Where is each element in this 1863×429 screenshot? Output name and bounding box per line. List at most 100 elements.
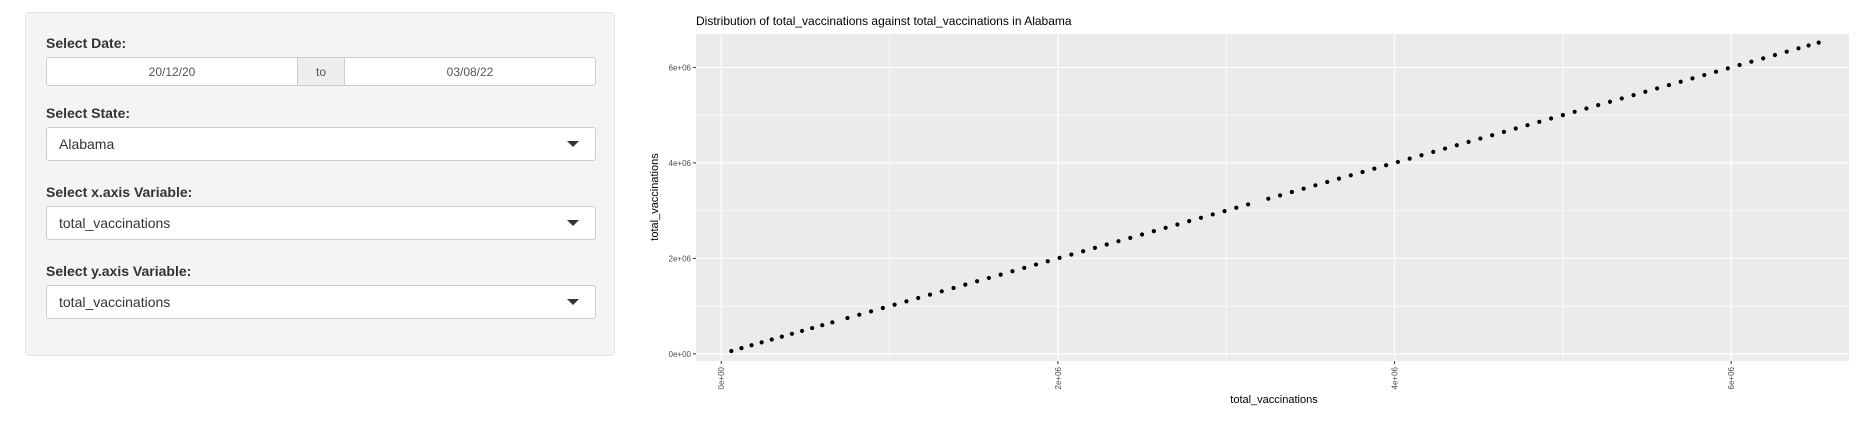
data-point xyxy=(1796,46,1801,51)
date-end-input[interactable]: 03/08/22 xyxy=(446,64,494,79)
data-point xyxy=(779,334,784,339)
plot-background xyxy=(696,34,1849,361)
data-point xyxy=(1619,96,1624,101)
data-point xyxy=(799,328,805,334)
data-point xyxy=(749,343,754,348)
data-point xyxy=(1666,82,1671,88)
data-point xyxy=(1816,40,1821,45)
data-point xyxy=(759,340,764,345)
data-point xyxy=(1784,49,1789,54)
x-axis-title: total_vaccinations xyxy=(1230,394,1318,406)
data-point xyxy=(1301,186,1306,191)
data-point xyxy=(1560,113,1565,118)
x-axis-select-value: total_vaccinations xyxy=(59,215,171,231)
data-point xyxy=(1690,76,1695,81)
data-point xyxy=(769,337,774,342)
data-point xyxy=(1222,209,1227,214)
data-point xyxy=(986,275,991,281)
data-point xyxy=(1702,72,1707,78)
data-point xyxy=(1198,215,1204,220)
y-tick-label: 6e+06 xyxy=(669,63,692,72)
data-point xyxy=(1210,212,1215,217)
data-point xyxy=(1057,255,1062,260)
data-point xyxy=(927,292,933,297)
date-start-input[interactable]: 20/12/20 xyxy=(148,64,196,79)
data-point xyxy=(1772,52,1778,58)
data-point xyxy=(1466,139,1471,144)
data-point xyxy=(1442,146,1448,151)
data-point xyxy=(820,323,825,328)
data-point xyxy=(974,279,980,284)
data-point xyxy=(1116,239,1121,244)
y-tick-label: 4e+06 xyxy=(669,159,692,168)
data-point xyxy=(1325,179,1330,185)
plot-panel: 0e+00 2e+06 4e+06 6e+06 0e+00 2e+06 4e+06 6e+06 xyxy=(669,34,1849,389)
data-point xyxy=(904,299,909,304)
data-point xyxy=(1806,43,1811,48)
data-point xyxy=(868,309,874,314)
data-point xyxy=(1360,169,1365,175)
data-point xyxy=(1749,59,1754,64)
data-point xyxy=(1045,259,1050,264)
data-point xyxy=(1419,153,1424,158)
x-axis-label: Select x.axis Variable: xyxy=(46,184,193,200)
data-point xyxy=(998,272,1003,277)
data-point xyxy=(1010,269,1015,274)
chevron-down-icon xyxy=(567,220,579,226)
data-point xyxy=(1139,232,1145,237)
chevron-down-icon xyxy=(567,299,579,305)
data-point xyxy=(857,312,862,317)
data-point xyxy=(1022,265,1027,271)
data-point xyxy=(963,282,968,287)
data-point xyxy=(1584,106,1589,111)
state-select[interactable]: Alabama xyxy=(46,127,596,161)
data-point xyxy=(1513,126,1518,131)
data-point xyxy=(1678,79,1683,84)
data-point xyxy=(1548,116,1554,121)
data-point xyxy=(1655,86,1660,91)
data-point xyxy=(1737,62,1742,68)
chevron-down-icon xyxy=(567,141,579,147)
date-range-separator: to xyxy=(297,58,345,85)
data-point xyxy=(1525,123,1530,128)
data-point xyxy=(1761,56,1766,61)
data-point xyxy=(1277,193,1283,198)
data-point xyxy=(1596,103,1601,108)
data-point xyxy=(1081,249,1086,254)
data-point xyxy=(1631,93,1636,98)
state-label: Select State: xyxy=(46,105,131,121)
data-point xyxy=(1266,196,1271,201)
data-point xyxy=(1431,149,1436,155)
data-point xyxy=(1245,202,1251,207)
data-point xyxy=(939,289,944,294)
data-point xyxy=(951,285,956,291)
data-point xyxy=(1643,89,1648,94)
x-axis-select[interactable]: total_vaccinations xyxy=(46,206,596,240)
x-tick-label: 4e+06 xyxy=(1391,366,1400,389)
date-label: Select Date: xyxy=(46,35,127,51)
data-point xyxy=(1407,156,1412,161)
data-point xyxy=(810,325,815,331)
data-point xyxy=(1490,133,1495,138)
y-axis-select-value: total_vaccinations xyxy=(59,294,171,310)
data-point xyxy=(1454,143,1459,148)
state-select-value: Alabama xyxy=(59,136,115,152)
data-point xyxy=(739,346,744,351)
data-point xyxy=(1395,159,1400,165)
data-point xyxy=(729,348,734,354)
data-point xyxy=(1713,69,1719,74)
data-point xyxy=(1092,245,1098,250)
data-point xyxy=(845,315,850,321)
data-point xyxy=(1348,173,1353,178)
sidebar-panel: Select Date: 20/12/20 to 03/08/22 Select… xyxy=(25,12,615,356)
data-point xyxy=(880,305,885,311)
data-point xyxy=(1128,235,1133,240)
data-point xyxy=(1313,183,1318,188)
data-point xyxy=(1537,119,1542,124)
x-tick-label: 0e+00 xyxy=(717,366,726,389)
data-point xyxy=(1372,166,1377,171)
scatter-plot: Distribution of total_vaccinations again… xyxy=(649,14,1849,406)
data-point xyxy=(1725,66,1730,71)
data-point xyxy=(1478,136,1483,141)
y-axis-select[interactable]: total_vaccinations xyxy=(46,285,596,319)
